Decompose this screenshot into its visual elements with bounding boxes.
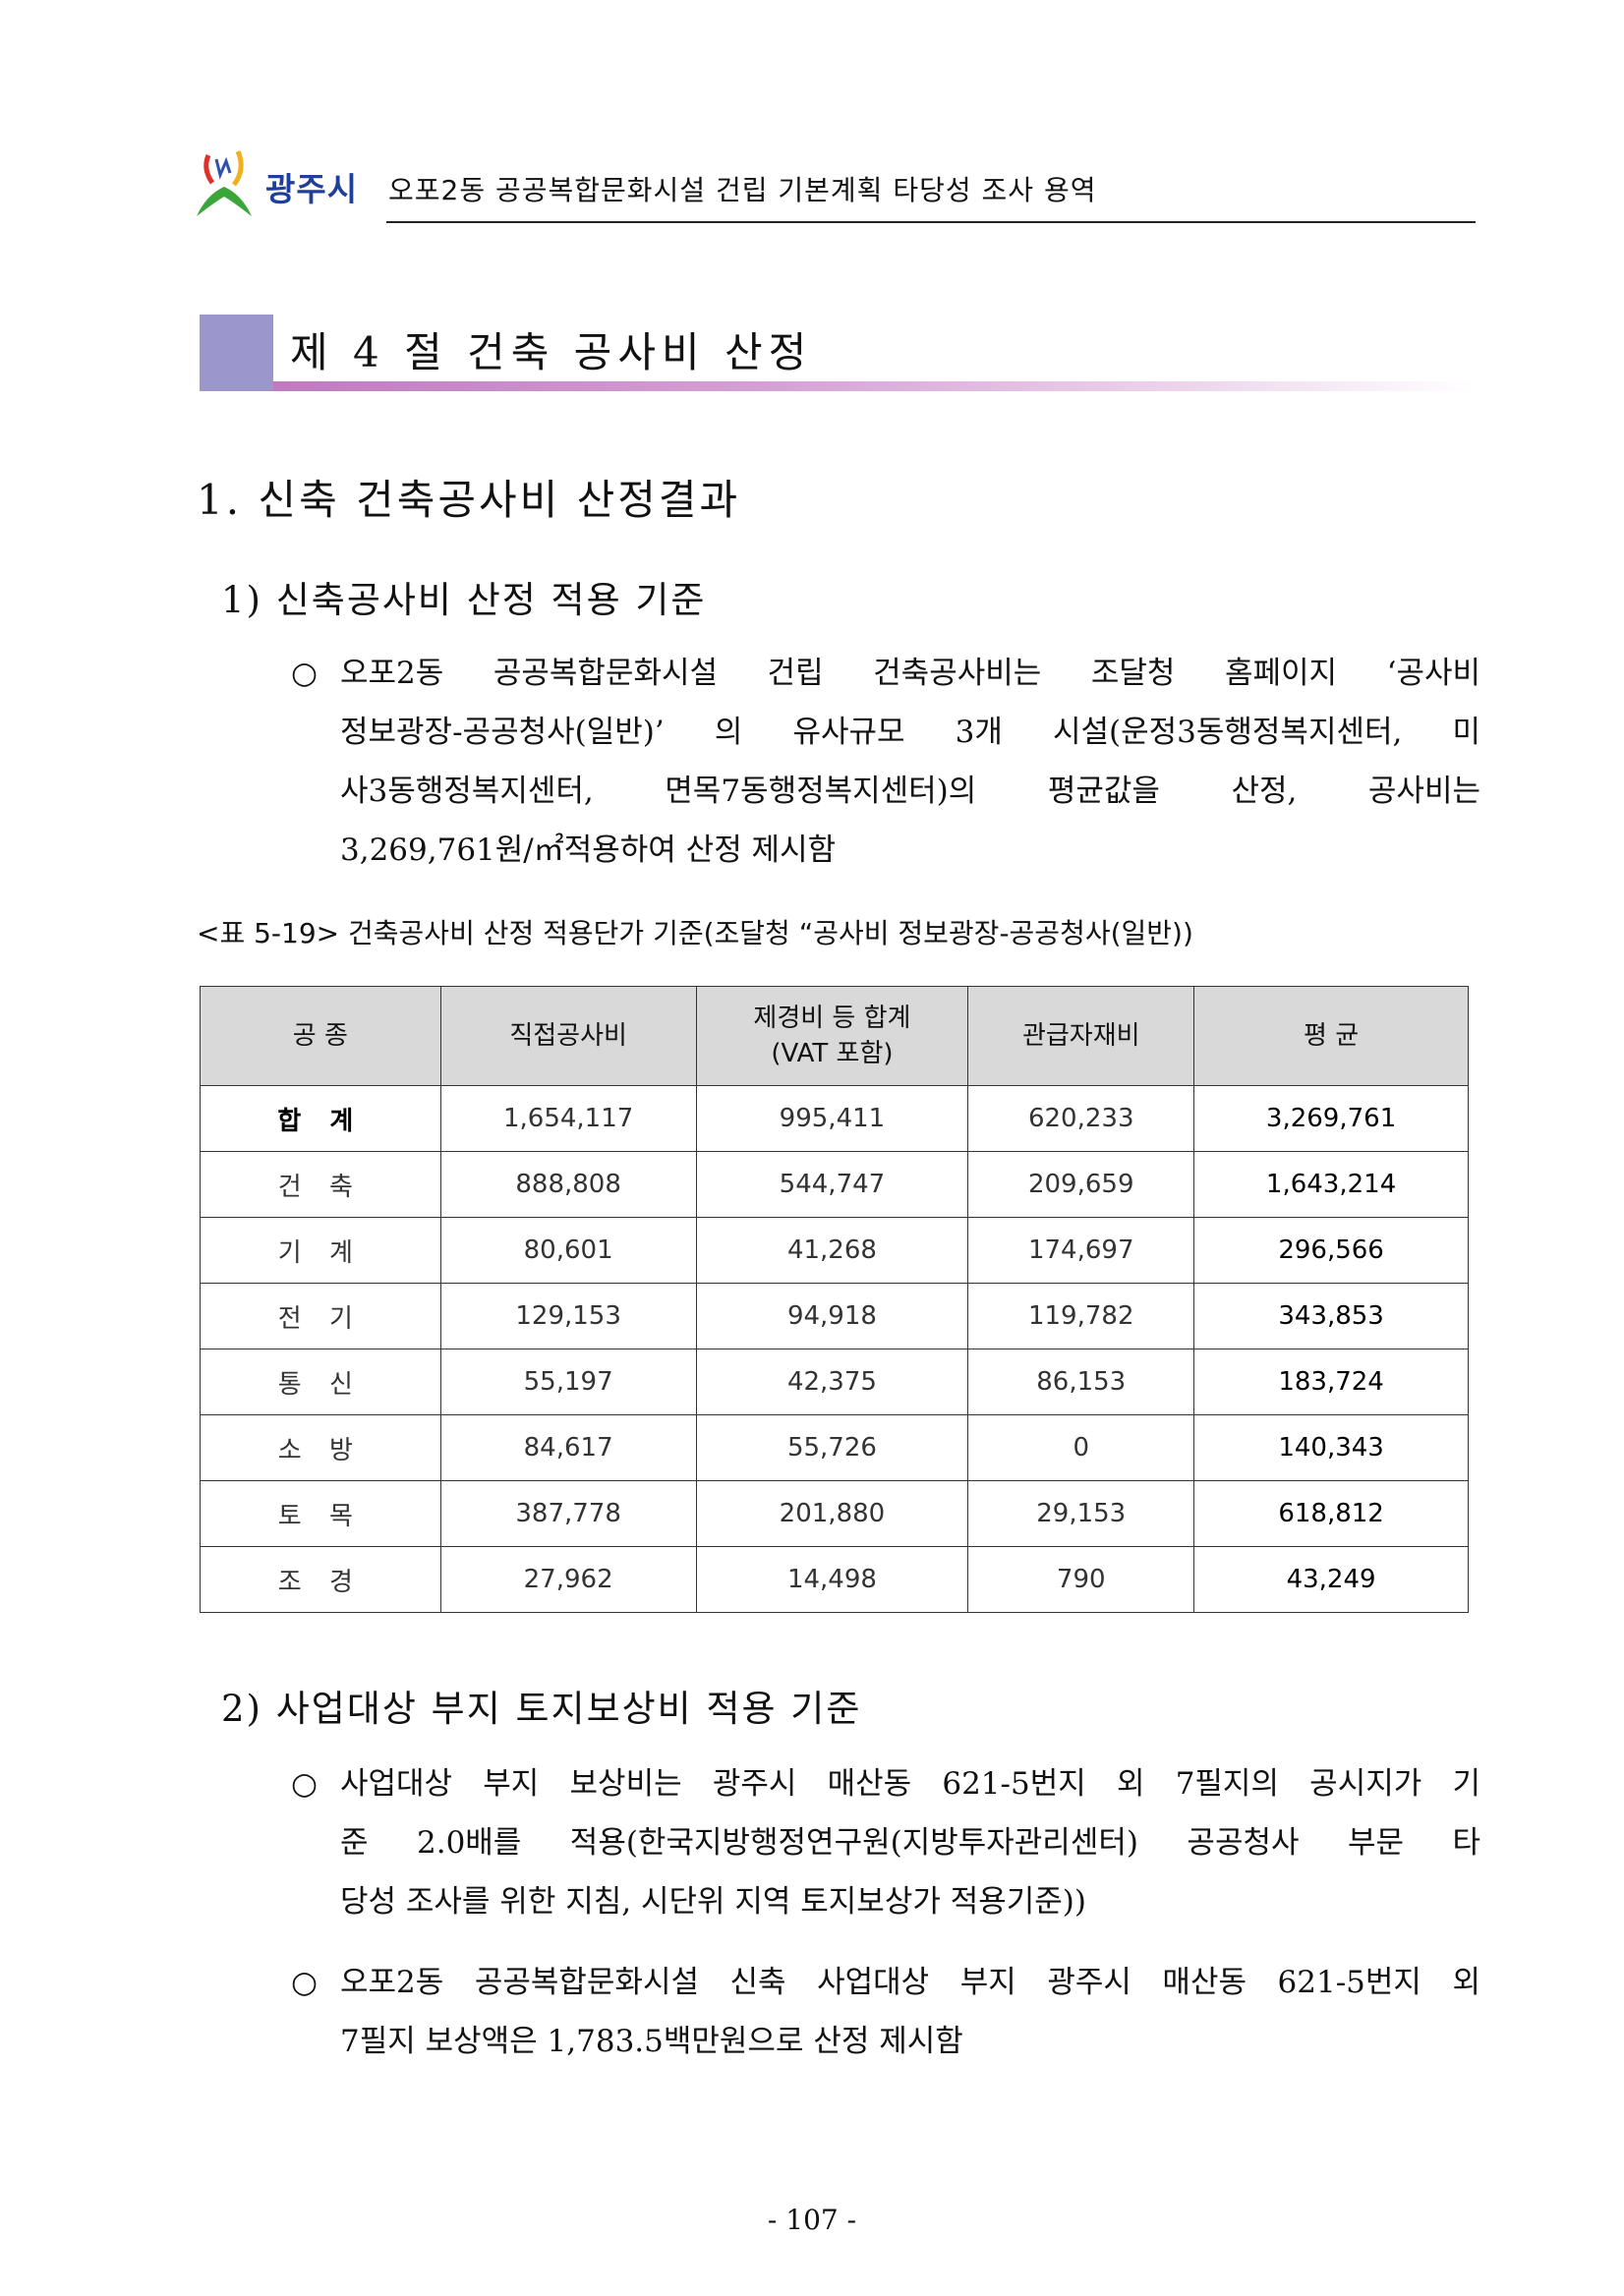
cell-overhead: 14,498: [695, 1546, 969, 1613]
bullet-circle-icon: ○: [291, 1766, 319, 1802]
table-row: 조 경 27,962 14,498 790 43,249: [200, 1546, 1469, 1613]
cell-category: 조 경: [200, 1546, 441, 1613]
cell-average: 3,269,761: [1193, 1085, 1469, 1152]
cell-overhead: 544,747: [695, 1151, 969, 1218]
cell-direct-cost: 80,601: [439, 1217, 697, 1284]
cell-gov-materials: 620,233: [967, 1085, 1195, 1152]
header-divider: [386, 221, 1476, 223]
cell-overhead: 55,726: [695, 1414, 969, 1481]
paragraph-line: 오포2동 공공복합문화시설 신축 사업대상 부지 광주시 매산동 621-5번지…: [340, 1965, 1480, 2000]
section-marker: [200, 315, 273, 391]
cell-category: 전 기: [200, 1283, 441, 1349]
cell-gov-materials: 209,659: [967, 1151, 1195, 1218]
cell-gov-materials: 790: [967, 1546, 1195, 1613]
header-direct-cost: 직접공사비: [439, 986, 697, 1086]
cell-category: 합 계: [200, 1085, 441, 1152]
paragraph-line: 오포2동 공공복합문화시설 건립 건축공사비는 조달청 홈페이지 ‘공사비: [340, 656, 1480, 691]
cell-gov-materials: 119,782: [967, 1283, 1195, 1349]
heading-1: 1. 신축 건축공사비 산정결과: [197, 476, 741, 524]
bullet-paragraph-land-amount: ○ 오포2동 공공복합문화시설 신축 사업대상 부지 광주시 매산동 621-5…: [291, 1953, 1480, 2071]
table-row: 건 축 888,808 544,747 209,659 1,643,214: [200, 1151, 1469, 1218]
cell-average: 1,643,214: [1193, 1151, 1469, 1218]
paragraph-line: 3,269,761원/㎡적용하여 산정 제시함: [340, 832, 837, 868]
header-overhead-line2: (VAT 포함): [771, 1039, 894, 1068]
cell-overhead: 995,411: [695, 1085, 969, 1152]
cell-average: 343,853: [1193, 1283, 1469, 1349]
cell-gov-materials: 0: [967, 1414, 1195, 1481]
cell-category: 기 계: [200, 1217, 441, 1284]
cell-average: 618,812: [1193, 1480, 1469, 1547]
page-number: - 107 -: [767, 2204, 857, 2236]
bullet-circle-icon: ○: [291, 656, 319, 691]
bullet-circle-icon: ○: [291, 1965, 319, 2000]
cell-category: 토 목: [200, 1480, 441, 1547]
table-row: 소 방 84,617 55,726 0 140,343: [200, 1414, 1469, 1481]
table-row: 통 신 55,197 42,375 86,153 183,724: [200, 1349, 1469, 1415]
subheading-2: 2) 사업대상 부지 토지보상비 적용 기준: [221, 1688, 862, 1730]
header-overhead-line1: 제경비 등 합계: [753, 1004, 911, 1033]
logo-text: 광주시: [265, 170, 359, 208]
table-caption: <표 5-19> 건축공사비 산정 적용단가 기준(조달청 “공사비 정보광장-…: [197, 917, 1193, 949]
table-header-row: 공 종 직접공사비 제경비 등 합계 (VAT 포함) 관급자재비 평 균: [200, 986, 1469, 1086]
table-row: 기 계 80,601 41,268 174,697 296,566: [200, 1217, 1469, 1284]
cell-average: 140,343: [1193, 1414, 1469, 1481]
cell-average: 183,724: [1193, 1349, 1469, 1415]
table-row-total: 합 계 1,654,117 995,411 620,233 3,269,761: [200, 1085, 1469, 1152]
cell-category: 통 신: [200, 1349, 441, 1415]
bullet-paragraph-cost-basis: ○ 오포2동 공공복합문화시설 건립 건축공사비는 조달청 홈페이지 ‘공사비 …: [291, 644, 1480, 880]
bullet-paragraph-land-basis: ○ 사업대상 부지 보상비는 광주시 매산동 621-5번지 외 7필지의 공시…: [291, 1754, 1480, 1931]
section-gradient-bar: [273, 381, 1475, 391]
cell-direct-cost: 888,808: [439, 1151, 697, 1218]
cell-direct-cost: 55,197: [439, 1349, 697, 1415]
gwangju-city-logo-icon: [197, 149, 252, 216]
paragraph-line: 사업대상 부지 보상비는 광주시 매산동 621-5번지 외 7필지의 공시지가…: [340, 1766, 1480, 1802]
cell-overhead: 41,268: [695, 1217, 969, 1284]
header-overhead: 제경비 등 합계 (VAT 포함): [695, 986, 969, 1086]
document-header-title: 오포2동 공공복합문화시설 건립 기본계획 타당성 조사 용역: [388, 174, 1097, 206]
table-row: 토 목 387,778 201,880 29,153 618,812: [200, 1480, 1469, 1547]
cell-direct-cost: 27,962: [439, 1546, 697, 1613]
cost-table: 공 종 직접공사비 제경비 등 합계 (VAT 포함) 관급자재비 평 균 합 계…: [200, 986, 1469, 1613]
cell-direct-cost: 129,153: [439, 1283, 697, 1349]
cell-overhead: 201,880: [695, 1480, 969, 1547]
header-category: 공 종: [200, 986, 441, 1086]
paragraph-line: 당성 조사를 위한 지침, 시단위 지역 토지보상가 적용기준)): [340, 1884, 1086, 1920]
paragraph-line: 7필지 보상액은 1,783.5백만원으로 산정 제시함: [340, 2024, 963, 2059]
cell-gov-materials: 29,153: [967, 1480, 1195, 1547]
subheading-1: 1) 신축공사비 산정 적용 기준: [221, 579, 707, 621]
cell-gov-materials: 86,153: [967, 1349, 1195, 1415]
cell-average: 296,566: [1193, 1217, 1469, 1284]
paragraph-line: 사3동행정복지센터, 면목7동행정복지센터)의 평균값을 산정, 공사비는: [340, 774, 1480, 809]
paragraph-line: 정보광장-공공청사(일반)’ 의 유사규모 3개 시설(운정3동행정복지센터, …: [340, 715, 1480, 750]
table-row: 전 기 129,153 94,918 119,782 343,853: [200, 1283, 1469, 1349]
cell-average: 43,249: [1193, 1546, 1469, 1613]
cell-direct-cost: 387,778: [439, 1480, 697, 1547]
section-title: 제 4 절 건축 공사비 산정: [290, 328, 813, 376]
cell-category: 건 축: [200, 1151, 441, 1218]
cell-category: 소 방: [200, 1414, 441, 1481]
cell-direct-cost: 84,617: [439, 1414, 697, 1481]
cell-overhead: 42,375: [695, 1349, 969, 1415]
header-gov-materials: 관급자재비: [967, 986, 1195, 1086]
cell-overhead: 94,918: [695, 1283, 969, 1349]
paragraph-line: 준 2.0배를 적용(한국지방행정연구원(지방투자관리센터) 공공청사 부문 타: [340, 1825, 1480, 1861]
cell-direct-cost: 1,654,117: [439, 1085, 697, 1152]
header-average: 평 균: [1193, 986, 1469, 1086]
cell-gov-materials: 174,697: [967, 1217, 1195, 1284]
